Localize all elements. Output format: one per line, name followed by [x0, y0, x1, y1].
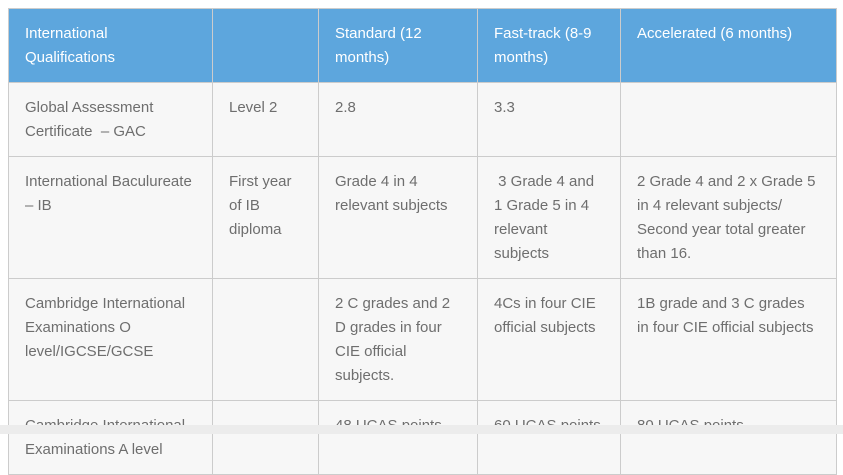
table-cell: Global Assessment Certificate – GAC: [8, 82, 213, 157]
table-cell: 48 UCAS points: [318, 400, 478, 475]
table-cell: International Baculureate – IB: [8, 156, 213, 279]
header-cell-international-qualifications: International Qualifications: [8, 8, 213, 83]
table-header-row: International Qualifications Standard (1…: [8, 8, 837, 83]
table-cell: 2.8: [318, 82, 478, 157]
table-cell: 2 Grade 4 and 2 x Grade 5 in 4 relevant …: [620, 156, 837, 279]
table-row-gac: Global Assessment Certificate – GAC Leve…: [8, 82, 837, 157]
table-row-cie-a-level: Cambridge International Examinations A l…: [8, 400, 837, 475]
table-cell: 80 UCAS points: [620, 400, 837, 475]
table-cell: 4Cs in four CIE official subjects: [477, 278, 621, 401]
table-cell: First year of IB diploma: [212, 156, 319, 279]
table-cell: 1B grade and 3 C grades in four CIE offi…: [620, 278, 837, 401]
table-cell: Cambridge International Examinations A l…: [8, 400, 213, 475]
table-row-ib: International Baculureate – IB First yea…: [8, 156, 837, 279]
table-cell: Level 2: [212, 82, 319, 157]
table-cell: [212, 400, 319, 475]
table-row-cie-o-level: Cambridge International Examinations O l…: [8, 278, 837, 401]
table-cell: 3.3: [477, 82, 621, 157]
table-cell: 3 Grade 4 and 1 Grade 5 in 4 relevant su…: [477, 156, 621, 279]
table-cell: [212, 278, 319, 401]
header-cell-accelerated: Accelerated (6 months): [620, 8, 837, 83]
header-cell-fast-track: Fast-track (8-9 months): [477, 8, 621, 83]
page-bottom-strip: [0, 425, 843, 434]
table-cell: 60 UCAS points: [477, 400, 621, 475]
header-cell-blank: [212, 8, 319, 83]
table-cell: [620, 82, 837, 157]
table-cell: Cambridge International Examinations O l…: [8, 278, 213, 401]
qualifications-table: International Qualifications Standard (1…: [8, 8, 837, 475]
header-cell-standard: Standard (12 months): [318, 8, 478, 83]
table-cell: 2 C grades and 2 D grades in four CIE of…: [318, 278, 478, 401]
table-cell: Grade 4 in 4 relevant subjects: [318, 156, 478, 279]
